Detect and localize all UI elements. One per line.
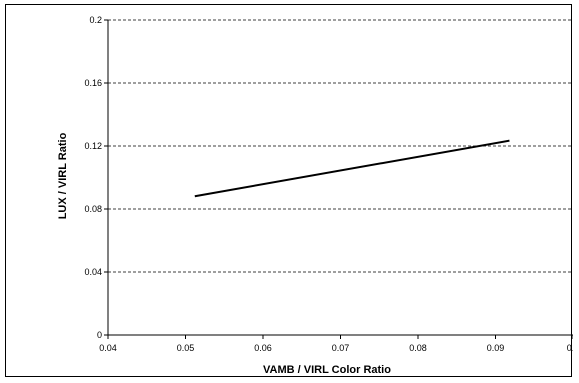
axes: [104, 19, 573, 339]
x-tick-label: 0.08: [409, 343, 427, 353]
x-tick-label: 0.05: [177, 343, 195, 353]
series: [194, 139, 510, 198]
chart-frame: 0 0.04 0.08 0.12 0.16 0.2 0.04 0.05 0.06 0.07 0.08…: [5, 4, 573, 377]
x-tick-label: 0.04: [99, 343, 117, 353]
x-tick-label: 0.06: [254, 343, 272, 353]
y-tick-label: 0.16: [84, 78, 102, 88]
series-line: [194, 139, 510, 198]
line-chart: 0 0.04 0.08 0.12 0.16 0.2 0.04 0.05 0.06 0.07 0.08…: [57, 15, 573, 376]
x-tick-label: 0.1: [567, 343, 573, 353]
y-axis-title: LUX / VIRL Ratio: [57, 132, 69, 219]
x-axis-title: VAMB / VIRL Color Ratio: [263, 364, 391, 376]
y-tick-label: 0.2: [89, 15, 102, 25]
tick-labels: 0 0.04 0.08 0.12 0.16 0.2 0.04 0.05 0.06 0.07 0.08…: [84, 15, 573, 353]
y-tick-label: 0: [97, 330, 102, 340]
x-tick-label: 0.09: [487, 343, 505, 353]
y-tick-label: 0.04: [84, 267, 102, 277]
x-tick-label: 0.07: [332, 343, 350, 353]
y-tick-label: 0.08: [84, 204, 102, 214]
gridlines: [108, 19, 573, 273]
y-tick-label: 0.12: [84, 141, 102, 151]
